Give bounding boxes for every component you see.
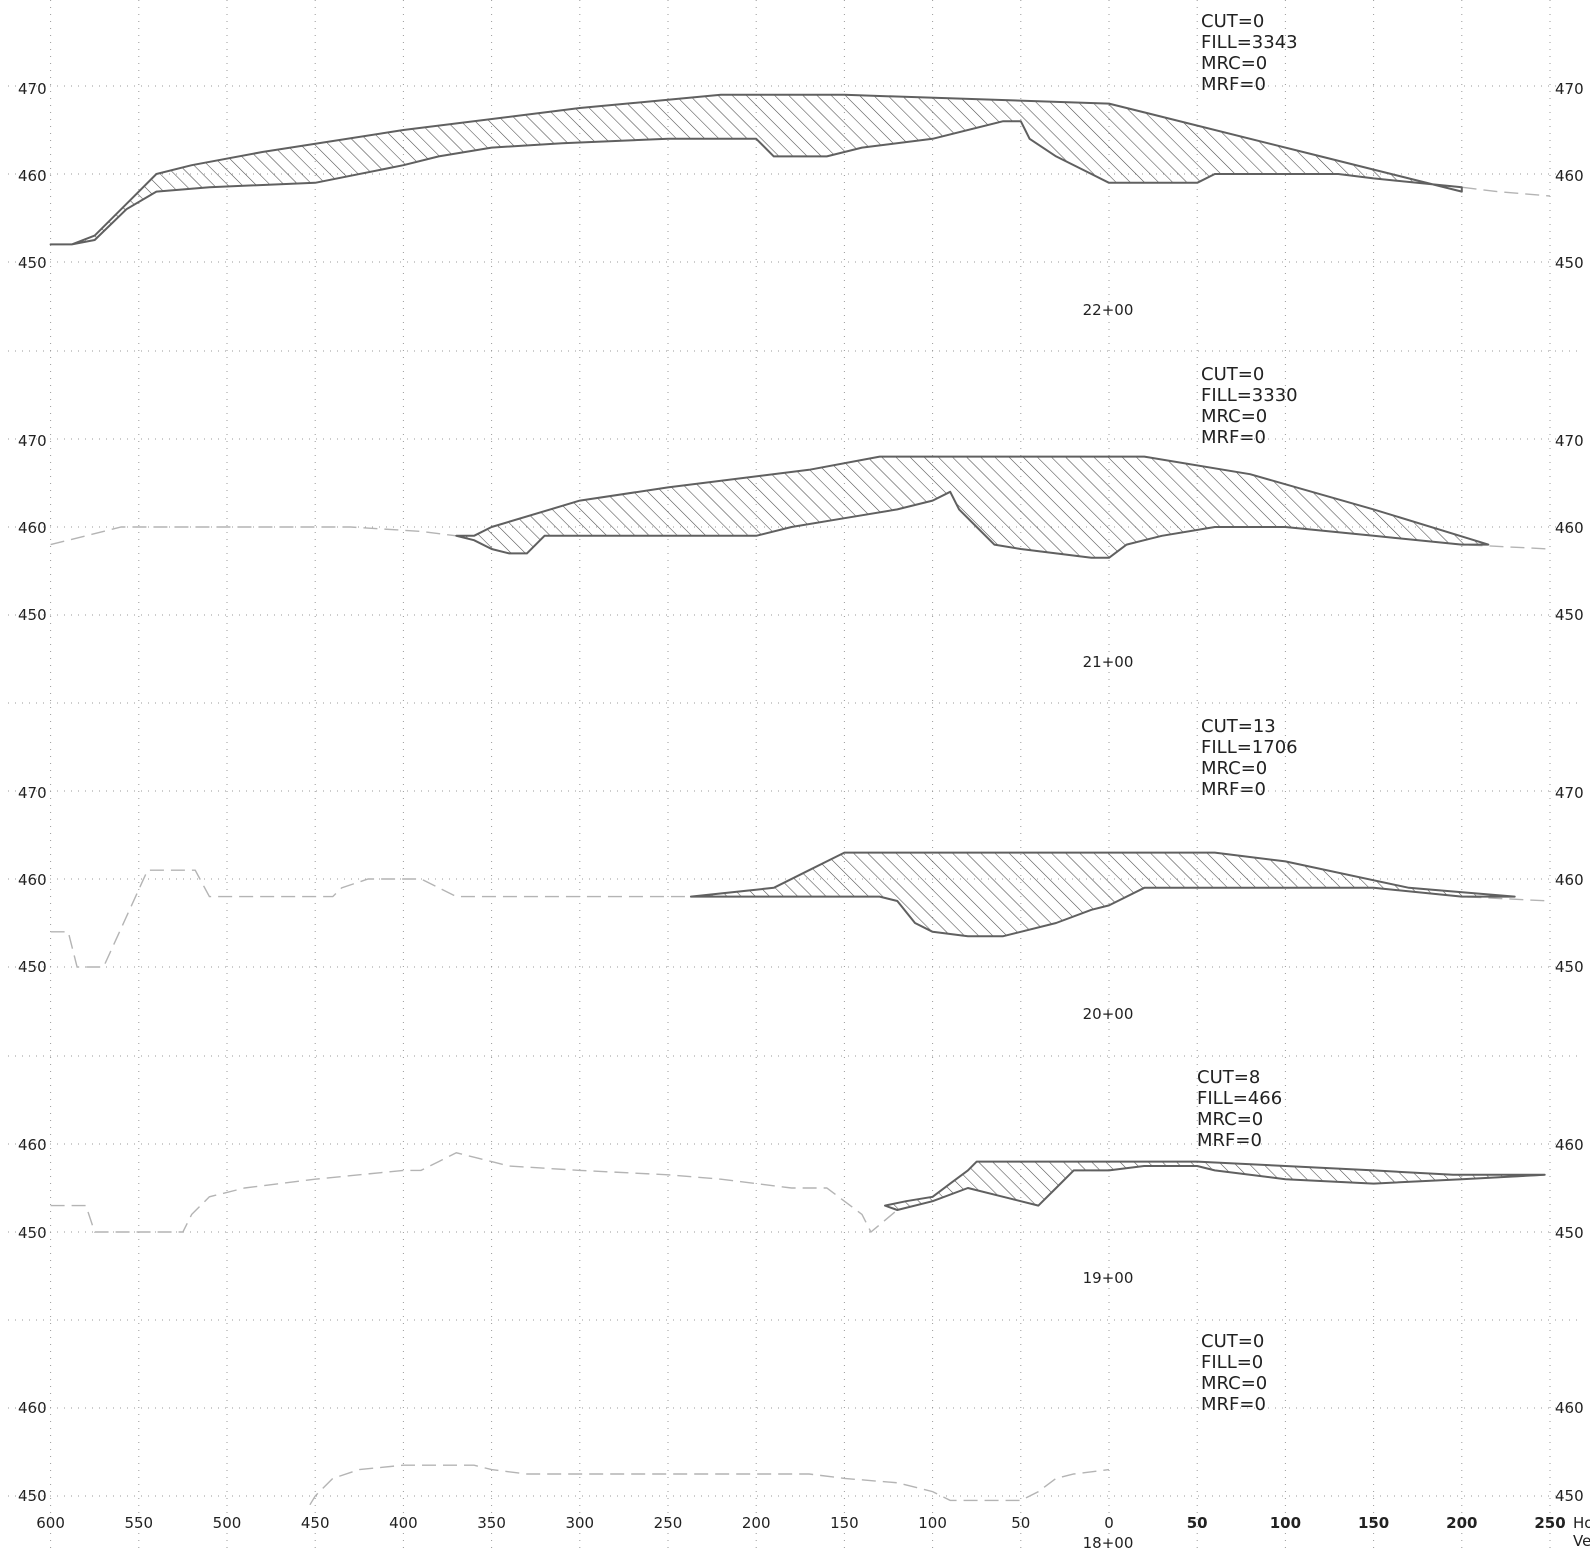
cut-annotation: CUT=0 — [1201, 1331, 1264, 1352]
station-label: 19+00 — [1083, 1269, 1134, 1287]
y-label-left: 450 — [18, 958, 47, 976]
station-label: 21+00 — [1083, 653, 1134, 671]
section-panel: 470 460 450 470 460 450 CUT=0 FILL=3330 … — [18, 364, 1584, 671]
section-panel: 460 450 460 450 CUT=8 FILL=466 MRC=0 MRF… — [18, 1067, 1584, 1287]
station-label: 18+00 — [1083, 1534, 1134, 1552]
finished-grade-fill — [689, 851, 1516, 938]
mrc-annotation: MRC=0 — [1201, 406, 1267, 427]
fill-annotation: FILL=0 — [1201, 1352, 1263, 1373]
x-tick-label: 450 — [301, 1514, 330, 1532]
y-label-left: 460 — [18, 519, 47, 537]
y-label-right: 470 — [1555, 432, 1584, 450]
mrf-annotation: MRF=0 — [1201, 779, 1266, 800]
x-tick-label: 350 — [477, 1514, 506, 1532]
finished-grade-fill — [49, 93, 1463, 246]
cut-annotation: CUT=0 — [1201, 11, 1264, 32]
mrc-annotation: MRC=0 — [1201, 1373, 1267, 1394]
y-label-left: 460 — [18, 871, 47, 889]
axis-trailing-text: Ve — [1573, 1532, 1590, 1550]
existing-ground-profile — [50, 1152, 1551, 1234]
y-label-right: 450 — [1555, 958, 1584, 976]
x-tick-label: 150 — [1358, 1514, 1389, 1532]
y-label-left: 460 — [18, 167, 47, 185]
mrc-annotation: MRC=0 — [1201, 758, 1267, 779]
y-label-right: 460 — [1555, 519, 1584, 537]
x-tick-label: 100 — [918, 1514, 947, 1532]
x-tick-label: 300 — [565, 1514, 594, 1532]
y-label-right: 470 — [1555, 80, 1584, 98]
fill-area — [455, 455, 1490, 559]
x-tick-label: 150 — [830, 1514, 859, 1532]
section-panel: 470 460 450 470 460 450 CUT=13 FILL=1706… — [18, 716, 1584, 1023]
mrc-annotation: MRC=0 — [1201, 53, 1267, 74]
y-label-left: 450 — [18, 606, 47, 624]
mrf-annotation: MRF=0 — [1201, 1394, 1266, 1415]
mrf-annotation: MRF=0 — [1197, 1130, 1262, 1151]
background-grid — [8, 0, 1582, 1553]
x-tick-label: 400 — [389, 1514, 418, 1532]
mrf-annotation: MRF=0 — [1201, 74, 1266, 95]
existing-ground-line — [50, 1152, 1551, 1234]
y-label-left: 460 — [18, 1399, 47, 1417]
fill-annotation: FILL=3343 — [1201, 32, 1298, 53]
x-axis: 600 550 500 450 400 350 300 250 200 150 100 50 0 50 10… — [36, 1514, 1565, 1532]
x-tick-label: 500 — [213, 1514, 242, 1532]
y-label-right: 460 — [1555, 167, 1584, 185]
y-label-right: 450 — [1555, 1487, 1584, 1505]
x-tick-label: 200 — [1446, 1514, 1477, 1532]
y-label-left: 470 — [18, 80, 47, 98]
x-tick-label: 250 — [654, 1514, 683, 1532]
section-panel: 470 460 450 470 460 450 CUT=0 FILL=3343 … — [18, 11, 1584, 319]
mrf-annotation: MRF=0 — [1201, 427, 1266, 448]
x-tick-label: 250 — [1534, 1514, 1565, 1532]
y-label-right: 460 — [1555, 871, 1584, 889]
cut-annotation: CUT=0 — [1201, 364, 1264, 385]
station-label: 22+00 — [1083, 301, 1134, 319]
x-tick-label: 50 — [1011, 1514, 1030, 1532]
cut-annotation: CUT=8 — [1197, 1067, 1260, 1088]
y-label-right: 450 — [1555, 254, 1584, 272]
y-label-right: 460 — [1555, 1399, 1584, 1417]
fill-annotation: FILL=1706 — [1201, 737, 1298, 758]
fill-area — [884, 1160, 1546, 1211]
y-label-right: 460 — [1555, 1136, 1584, 1154]
finished-grade-fill — [455, 455, 1490, 559]
x-tick-label: 550 — [124, 1514, 153, 1532]
x-tick-label: 0 — [1104, 1514, 1114, 1532]
fill-annotation: FILL=466 — [1197, 1088, 1282, 1109]
x-tick-label: 50 — [1187, 1514, 1208, 1532]
y-label-left: 470 — [18, 784, 47, 802]
station-label: 20+00 — [1083, 1005, 1134, 1023]
section-panel: 460 450 460 450 CUT=0 FILL=0 MRC=0 MRF=0… — [18, 1331, 1584, 1552]
axis-trailing-text: Ho — [1573, 1514, 1590, 1532]
fill-annotation: FILL=3330 — [1201, 385, 1298, 406]
mrc-annotation: MRC=0 — [1197, 1109, 1263, 1130]
existing-ground-line — [309, 1464, 1110, 1506]
finished-grade-fill — [884, 1160, 1546, 1211]
y-label-right: 450 — [1555, 606, 1584, 624]
y-label-right: 470 — [1555, 784, 1584, 802]
y-label-left: 450 — [18, 1224, 47, 1242]
cut-annotation: CUT=13 — [1201, 716, 1276, 737]
x-tick-label: 100 — [1270, 1514, 1301, 1532]
x-tick-label: 200 — [742, 1514, 771, 1532]
fill-area — [49, 93, 1463, 246]
y-label-left: 450 — [18, 254, 47, 272]
existing-ground-profile — [309, 1464, 1110, 1506]
y-label-left: 450 — [18, 1487, 47, 1505]
y-label-left: 460 — [18, 1136, 47, 1154]
fill-area — [689, 851, 1516, 938]
y-label-right: 450 — [1555, 1224, 1584, 1242]
y-label-left: 470 — [18, 432, 47, 450]
x-tick-label: 600 — [36, 1514, 65, 1532]
